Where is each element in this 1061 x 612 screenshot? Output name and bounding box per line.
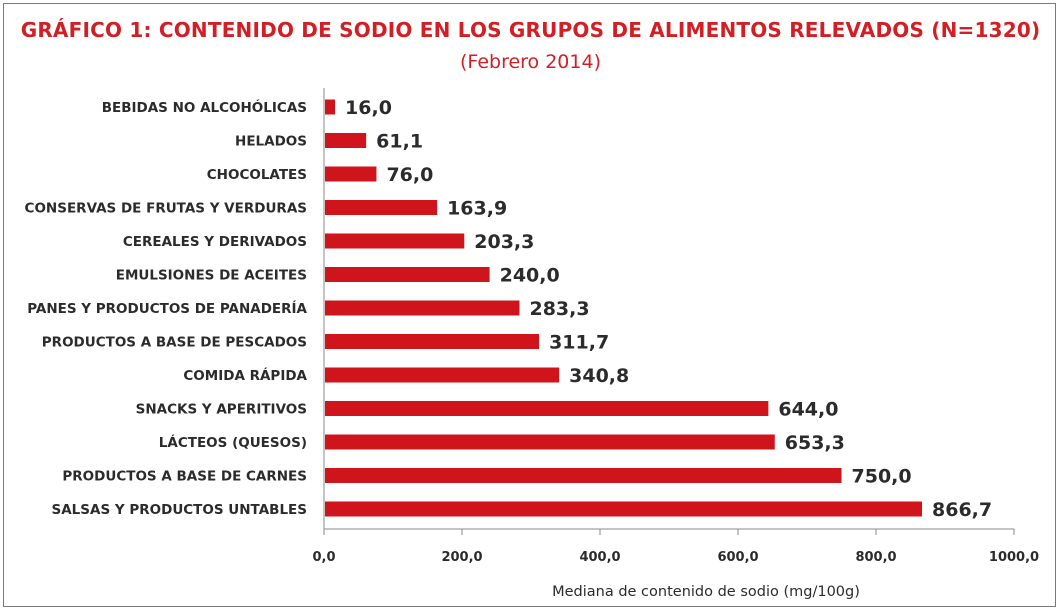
x-axis: 0,0 200,0 400,0 600,0 800,0 1000,0 <box>312 88 1039 565</box>
data-label: 653,3 <box>785 432 845 454</box>
bar <box>325 334 540 349</box>
category-label: SALSAS Y PRODUCTOS UNTABLES <box>52 502 308 518</box>
data-label: 76,0 <box>386 164 433 186</box>
category-label: SNACKS Y APERITIVOS <box>136 402 307 418</box>
data-label: 240,0 <box>500 265 560 287</box>
x-tick-label: 1000,0 <box>989 550 1039 565</box>
category-labels: BEBIDAS NO ALCOHÓLICAS HELADOS CHOCOLATES C… <box>25 98 308 518</box>
x-tick-label: 400,0 <box>579 550 620 565</box>
data-label: 644,0 <box>778 399 838 421</box>
data-label: 311,7 <box>549 332 609 354</box>
data-label: 203,3 <box>474 231 534 253</box>
bar <box>325 99 336 115</box>
data-label: 750,0 <box>852 466 912 488</box>
bar <box>325 367 560 383</box>
bar <box>325 401 769 416</box>
value-labels: 16,0 61,1 76,0 163,9 203,3 240,0 283,3 311,7 340… <box>345 97 992 521</box>
data-label: 866,7 <box>932 499 992 521</box>
x-tick-label: 0,0 <box>312 550 335 565</box>
data-label: 163,9 <box>447 198 507 220</box>
bar <box>325 468 842 483</box>
category-label: COMIDA RÁPIDA <box>183 367 307 384</box>
data-label: 16,0 <box>345 97 392 119</box>
x-tick-label: 800,0 <box>855 550 896 565</box>
x-axis-title: Mediana de contenido de sodio (mg/100g) <box>552 584 860 600</box>
category-label: CONSERVAS DE FRUTAS Y VERDURAS <box>25 201 307 217</box>
category-label: CHOCOLATES <box>207 167 307 183</box>
bar <box>325 267 490 282</box>
chart-subtitle: (Febrero 2014) <box>460 51 601 73</box>
category-label: BEBIDAS NO ALCOHÓLICAS <box>102 98 307 116</box>
bar <box>325 200 438 215</box>
bar <box>325 133 367 148</box>
category-label: PRODUCTOS A BASE DE PESCADOS <box>42 335 307 351</box>
bar <box>325 434 775 450</box>
bar <box>325 501 923 517</box>
bar <box>325 166 377 182</box>
category-label: LÁCTEOS (QUESOS) <box>159 434 307 451</box>
bar <box>325 233 465 249</box>
chart-title: GRÁFICO 1: CONTENIDO DE SODIO EN LOS GRU… <box>20 18 1041 42</box>
category-label: PANES Y PRODUCTOS DE PANADERÍA <box>27 300 307 317</box>
data-label: 283,3 <box>529 298 589 320</box>
bar <box>325 300 520 316</box>
category-label: CEREALES Y DERIVADOS <box>123 234 307 250</box>
category-label: EMULSIONES DE ACEITES <box>116 268 307 284</box>
x-tick-label: 200,0 <box>441 550 482 565</box>
category-label: PRODUCTOS A BASE DE CARNES <box>62 469 307 485</box>
category-label: HELADOS <box>235 134 307 150</box>
x-tick-label: 600,0 <box>717 550 758 565</box>
bars-layer <box>325 99 923 517</box>
data-label: 340,8 <box>569 365 629 387</box>
data-label: 61,1 <box>376 131 423 153</box>
